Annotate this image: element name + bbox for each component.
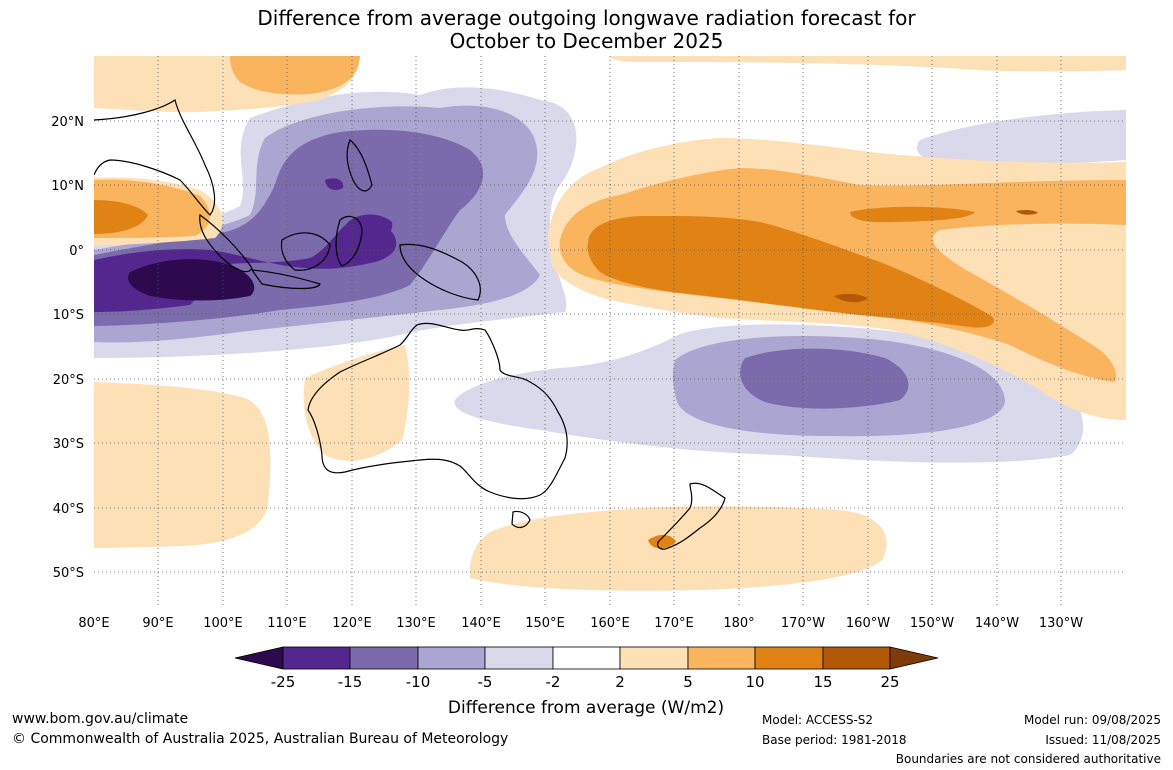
lon-label: 140°E <box>461 616 501 631</box>
lat-label: 10°N <box>51 179 84 194</box>
anomaly-shading <box>94 56 1126 605</box>
legend-swatch <box>282 646 351 670</box>
sumatra-coast <box>199 213 253 273</box>
footer-copyright: © Commonwealth of Australia 2025, Austra… <box>12 731 509 747</box>
lon-label: 110°E <box>267 616 307 631</box>
tasmania-coast <box>511 510 531 529</box>
lon-label: 130°E <box>396 616 436 631</box>
legend-tick: -10 <box>406 673 431 691</box>
lon-label: 160°W <box>846 616 890 631</box>
legend-tick: -2 <box>546 673 561 691</box>
footer-disclaimer: Boundaries are not considered authoritat… <box>895 752 1161 766</box>
footer-issued: Issued: 11/08/2025 <box>1045 733 1161 747</box>
lon-label: 130°W <box>1039 616 1083 631</box>
java-coast <box>250 269 321 290</box>
lon-label: 170°W <box>781 616 825 631</box>
legend-tick: 10 <box>745 673 764 691</box>
legend-swatch <box>349 646 419 670</box>
anomaly-band-pos10 <box>94 200 994 549</box>
legend-tick: -25 <box>271 673 296 691</box>
footer-model-run: Model run: 09/08/2025 <box>1023 713 1161 727</box>
legend-swatch <box>417 646 486 670</box>
philippines-coast <box>346 139 373 192</box>
lon-label: 160°E <box>590 616 630 631</box>
lon-label: 100°E <box>203 616 243 631</box>
legend-tick: -15 <box>338 673 363 691</box>
lon-label: 140°W <box>975 616 1019 631</box>
legend-tick: -5 <box>478 673 493 691</box>
footer-website: www.bom.gov.au/climate <box>12 711 189 727</box>
legend-swatch <box>754 646 824 670</box>
lon-label: 90°E <box>142 616 173 631</box>
sulawesi-coast <box>335 215 363 267</box>
lon-label: 170°E <box>654 616 694 631</box>
legend-tick: 5 <box>683 673 693 691</box>
legend-label: Difference from average (W/m2) <box>448 698 724 718</box>
anomaly-band-neg25 <box>128 259 255 301</box>
map-title-line1: Difference from average outgoing longwav… <box>257 6 916 30</box>
legend-tick-labels: -25 -15 -10 -5 -2 2 5 10 15 25 <box>271 673 900 691</box>
legend-swatch-below-min <box>234 646 284 670</box>
australia-coast <box>307 322 568 500</box>
lon-label: 80°E <box>78 616 109 631</box>
lon-label: 150°E <box>525 616 565 631</box>
anomaly-band-pos15 <box>834 209 1038 303</box>
map-title-line2: October to December 2025 <box>449 29 724 53</box>
legend-swatch <box>552 646 621 670</box>
indochina-coast <box>94 99 216 216</box>
legend-swatch-above-max <box>889 646 939 670</box>
legend-swatch <box>687 646 756 670</box>
lat-label: 20°N <box>51 115 84 130</box>
legend-swatch <box>619 646 689 670</box>
legend-colorbar <box>234 646 939 670</box>
footer-model: Model: ACCESS-S2 <box>762 713 874 727</box>
new-guinea-coast <box>399 243 481 301</box>
lat-label: 10°S <box>53 308 84 323</box>
legend-tick: 25 <box>880 673 899 691</box>
longitude-labels: 80°E 90°E 100°E 110°E 120°E 130°E 140°E … <box>78 616 1083 631</box>
latitude-labels: 20°N 10°N 0° 10°S 20°S 30°S 40°S 50°S <box>51 115 84 581</box>
legend-swatch <box>822 646 891 670</box>
lat-label: 40°S <box>53 502 84 517</box>
legend-tick: 2 <box>615 673 625 691</box>
borneo-coast <box>280 232 331 271</box>
lat-label: 50°S <box>53 566 84 581</box>
footer-base-period: Base period: 1981-2018 <box>762 733 907 747</box>
legend-swatch <box>484 646 554 670</box>
graticule <box>94 56 1126 605</box>
lat-label: 30°S <box>53 437 84 452</box>
lat-label: 20°S <box>53 373 84 388</box>
lon-label: 150°W <box>910 616 954 631</box>
legend-tick: 15 <box>813 673 832 691</box>
lat-label: 0° <box>69 244 84 259</box>
lon-label: 120°E <box>332 616 372 631</box>
lon-label: 180° <box>723 616 754 631</box>
